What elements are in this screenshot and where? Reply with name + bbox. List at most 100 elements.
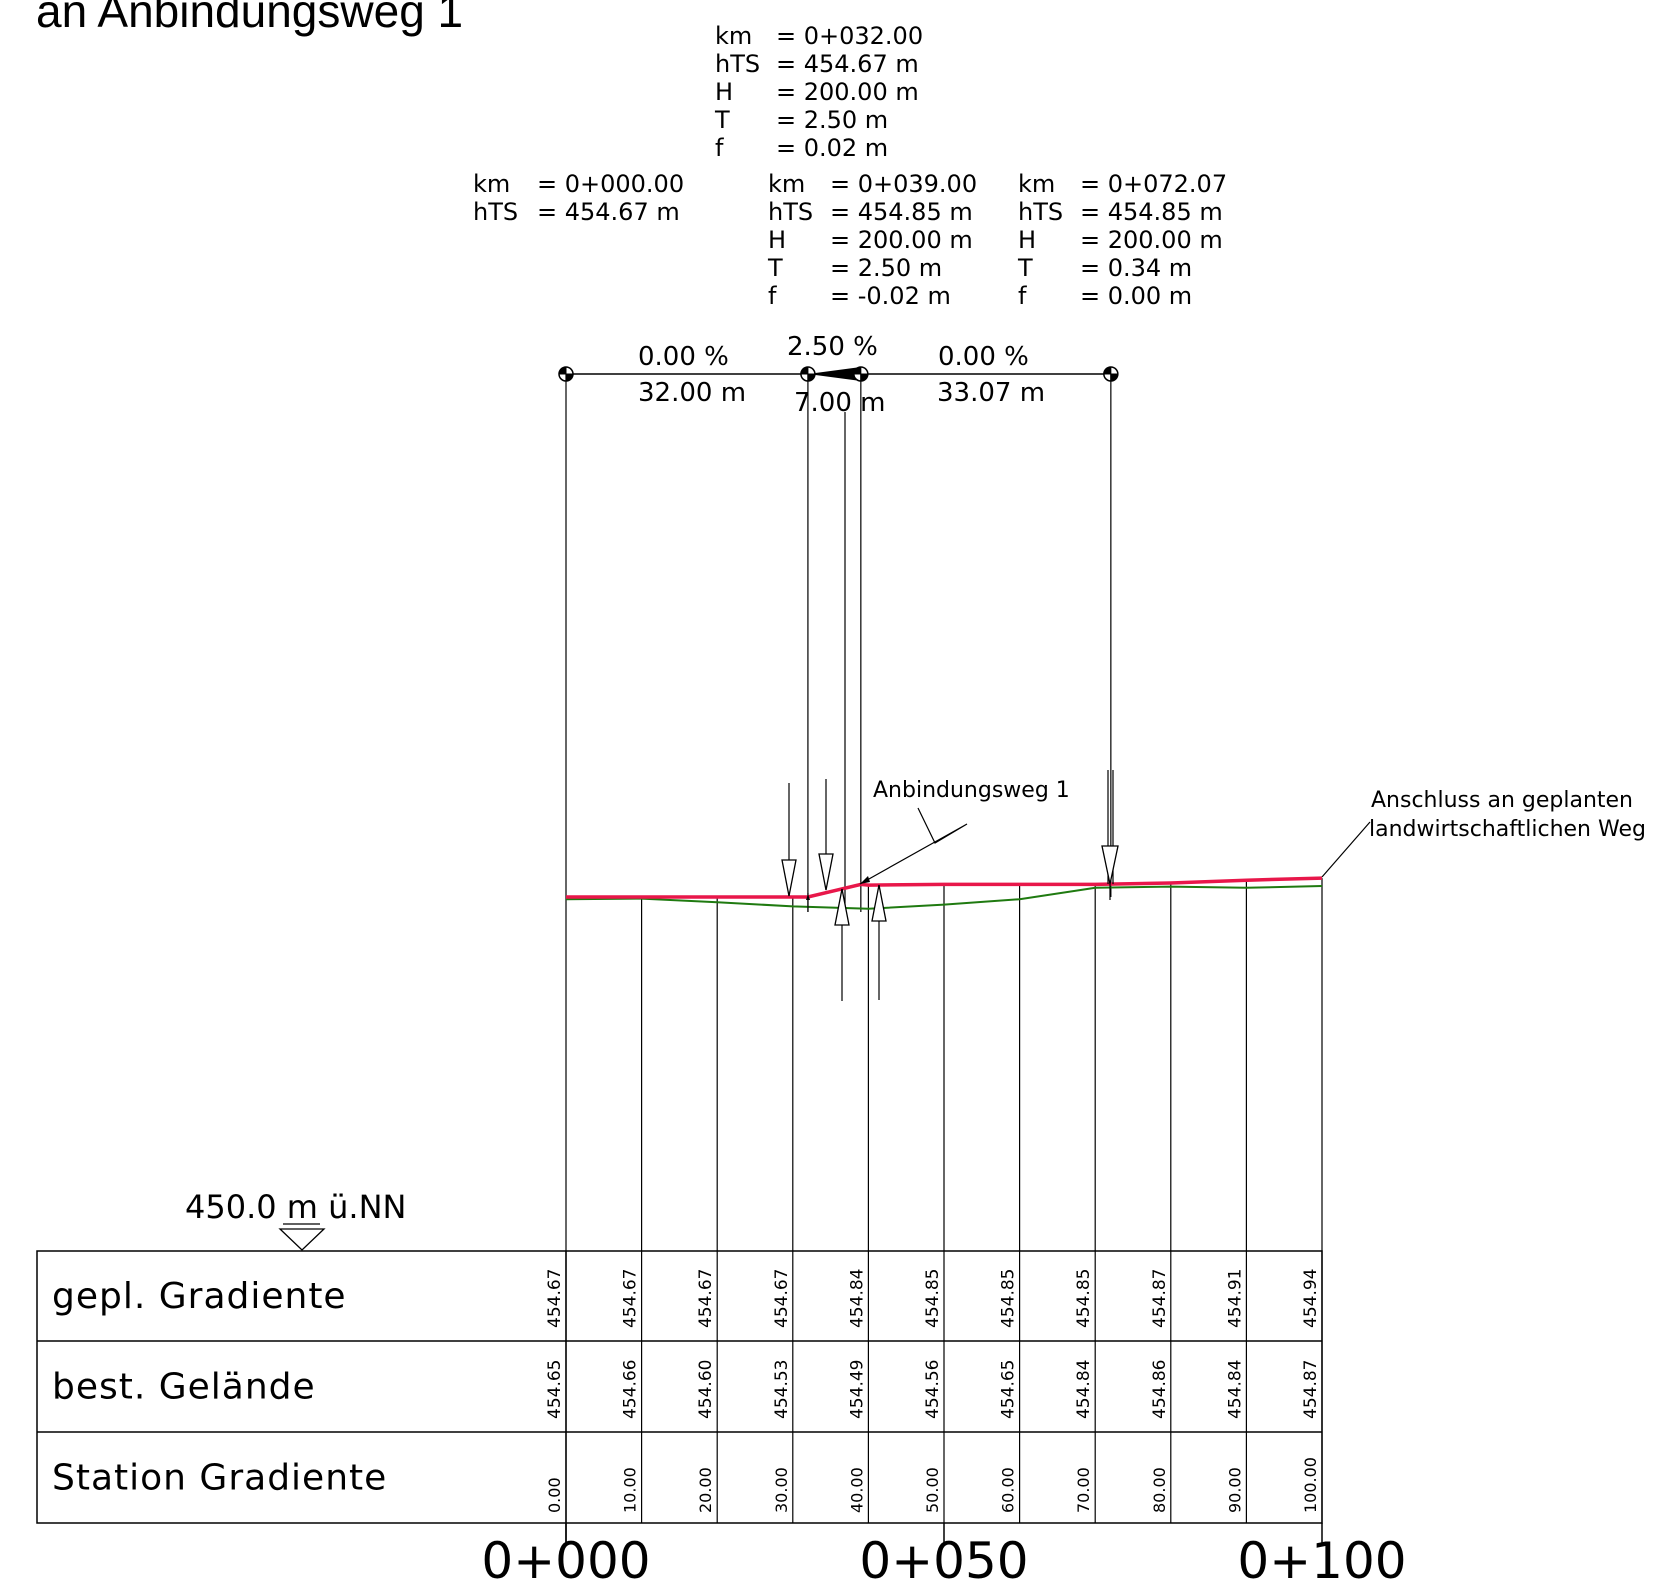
curve-param-value: = 200.00 m	[830, 226, 973, 254]
curve-param-key: km	[768, 170, 805, 198]
marker-tick-head	[806, 894, 810, 900]
table-cell-value: 454.49	[847, 1360, 867, 1419]
table-frame	[36, 1250, 1323, 1524]
table-cell-value: 454.65	[545, 1360, 565, 1419]
table-cell-value: 100.00	[1301, 1457, 1320, 1513]
table-cell-value: 454.86	[1150, 1360, 1170, 1419]
curve-param-key: km	[715, 22, 752, 50]
table-cell-value: 454.65	[999, 1360, 1019, 1419]
table-cell-value: 454.84	[847, 1269, 867, 1328]
table-cell-value: 40.00	[847, 1467, 866, 1513]
curve-parameter-blocks: km = 0+000.00 hTS = 454.67 m km = 0+032.00 hTS…	[473, 22, 1227, 310]
table-cell-value: 454.66	[621, 1360, 641, 1419]
segment-slope: 0.00 %	[638, 342, 729, 372]
segment-slope: 2.50 %	[787, 332, 878, 362]
table-row-label: Station Gradiente	[52, 1458, 387, 1499]
station-label: 0+100	[1237, 1532, 1406, 1587]
gradient-band: 0.00 % 32.00 m 2.50 % 7.00 m 0.00 % 33.07 m	[558, 332, 1119, 418]
table-cell-value: 454.91	[1225, 1269, 1245, 1328]
curve-param-value: = 0.34 m	[1080, 254, 1192, 282]
reference-level-label: 450.0 m ü.NN	[185, 1188, 406, 1226]
curve-param-value: = 0+072.07	[1080, 170, 1227, 198]
curve-param-key: hTS	[1018, 198, 1063, 226]
curve-param-key: km	[473, 170, 510, 198]
curve-param-value: = 454.85 m	[1080, 198, 1223, 226]
table-cell-value: 454.85	[1074, 1269, 1094, 1328]
anbindungsweg-label: Anbindungsweg 1	[873, 778, 1070, 803]
station-label: 0+050	[859, 1532, 1028, 1587]
planned-gradient-line	[566, 876, 1323, 899]
profile-table: gepl. Gradiente 454.67 454.67 454.67 454.67 4…	[36, 1250, 1407, 1587]
table-cell-value: 60.00	[999, 1467, 1018, 1513]
marker-arrow-head	[1101, 845, 1119, 885]
curve-param-key: f	[768, 282, 777, 310]
curve-param-value: = 200.00 m	[1080, 226, 1223, 254]
curve-param-key: f	[1018, 282, 1027, 310]
vertex-marker-fill	[853, 367, 868, 381]
anschluss-label-line1: Anschluss an geplanten	[1371, 788, 1633, 813]
table-cell-value: 454.67	[696, 1269, 716, 1328]
curve-param-key: hTS	[768, 198, 813, 226]
anschluss-leader	[1321, 821, 1371, 878]
curve-param-key: H	[715, 78, 733, 106]
table-cell-value: 454.53	[772, 1360, 792, 1419]
curve-param-value: = 454.67 m	[776, 50, 919, 78]
vertex-marker-fill	[559, 367, 573, 381]
table-cell-value: 454.60	[696, 1360, 716, 1419]
marker-arrow-head	[871, 884, 887, 922]
segment-length: 32.00 m	[638, 378, 746, 408]
curve-param-key: km	[1018, 170, 1055, 198]
segment-length: 33.07 m	[937, 378, 1045, 408]
curve-param-value: = 0.02 m	[776, 134, 888, 162]
curve-param-key: T	[1017, 254, 1033, 282]
marker-arrow-head	[834, 888, 850, 926]
terrain-line	[565, 885, 1323, 910]
table-cell-value: 454.85	[999, 1269, 1019, 1328]
curve-param-key: H	[1018, 226, 1036, 254]
table-row-label: best. Gelände	[52, 1367, 316, 1408]
table-cell-value: 454.84	[1225, 1360, 1245, 1419]
curve-param-value: = 0+000.00	[537, 170, 684, 198]
reference-level-triangle	[278, 1228, 326, 1251]
table-cell-value: 454.67	[545, 1269, 565, 1328]
anbindungsweg-leader	[859, 807, 968, 885]
table-row-label: gepl. Gradiente	[52, 1276, 347, 1317]
curve-param-value: = 2.50 m	[830, 254, 942, 282]
curve-param-value: = 0+039.00	[830, 170, 977, 198]
table-cell-value: 20.00	[696, 1467, 715, 1513]
table-cell-value: 454.67	[772, 1269, 792, 1328]
table-cell-value: 454.87	[1301, 1360, 1321, 1419]
marker-arrow-head	[781, 859, 797, 897]
table-cell-value: 10.00	[621, 1467, 640, 1513]
table-cell-value: 454.84	[1074, 1360, 1094, 1419]
curve-param-key: hTS	[473, 198, 518, 226]
table-cell-value: 80.00	[1150, 1467, 1169, 1513]
table-cell-value: 454.56	[923, 1360, 943, 1419]
profile-area: Anbindungsweg 1 Anschluss an geplanten lan…	[185, 374, 1646, 1523]
table-cell-value: 454.85	[923, 1269, 943, 1328]
table-cell-value: 454.67	[621, 1269, 641, 1328]
table-cell-value: 70.00	[1074, 1467, 1093, 1513]
curve-param-value: = -0.02 m	[830, 282, 951, 310]
station-label: 0+000	[481, 1532, 650, 1587]
anschluss-label-line2: landwirtschaftlichen Weg	[1369, 817, 1646, 842]
curve-param-key: T	[714, 106, 730, 134]
table-cell-value: 454.87	[1150, 1269, 1170, 1328]
table-cell-value: 50.00	[923, 1467, 942, 1513]
curve-param-key: T	[767, 254, 783, 282]
anbindungsweg-leader-head	[860, 876, 870, 884]
slope-wedge	[807, 367, 861, 381]
curve-param-key: hTS	[715, 50, 760, 78]
curve-param-value: = 0.00 m	[1080, 282, 1192, 310]
curve-param-value: = 454.67 m	[537, 198, 680, 226]
vertex-marker-fill	[800, 367, 815, 381]
curve-param-value: = 454.85 m	[830, 198, 973, 226]
curve-param-value: = 0+032.00	[776, 22, 923, 50]
table-cell-value: 90.00	[1225, 1467, 1244, 1513]
table-cell-value: 30.00	[772, 1467, 791, 1513]
table-cell-value: 0.00	[545, 1477, 564, 1513]
marker-arrow-head	[818, 853, 834, 891]
curve-param-key: f	[715, 134, 724, 162]
vertex-marker-fill	[1103, 367, 1118, 381]
